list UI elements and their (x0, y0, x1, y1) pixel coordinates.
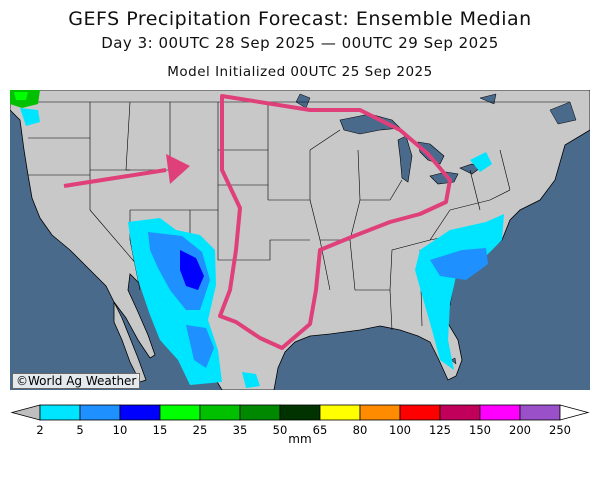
arrow-head-icon (166, 154, 190, 184)
legend-tick-label: 250 (549, 423, 571, 437)
legend-tick-label: 200 (509, 423, 531, 437)
legend-swatch (199, 404, 241, 421)
legend-units: mm (288, 432, 312, 446)
precip-northwest (10, 90, 40, 126)
precipitation-map (10, 90, 590, 390)
model-init-time: Model Initialized 00UTC 25 Sep 2025 (167, 64, 433, 80)
precip-southeast (415, 152, 504, 370)
precip-southwest (128, 218, 260, 388)
legend-tick-label: 150 (469, 423, 491, 437)
color-legend: 2 5 10 15 25 35 50 65 80 100 125 150 200 250 (10, 404, 590, 437)
legend-tick-label: 35 (233, 423, 248, 437)
legend-swatch (119, 404, 161, 421)
legend-swatch (279, 404, 321, 421)
legend-swatch (519, 404, 561, 421)
legend-swatch (39, 404, 81, 421)
legend-swatch (479, 404, 521, 421)
legend-below-range (10, 404, 41, 421)
lake-okeechobee (450, 357, 457, 365)
great-lakes (339, 113, 481, 185)
legend-tick-label: 50 (273, 423, 288, 437)
map-title: GEFS Precipitation Forecast: Ensemble Me… (68, 8, 532, 30)
legend-swatch (79, 404, 121, 421)
legend-tick-label: 10 (113, 423, 128, 437)
legend-swatch (359, 404, 401, 421)
legend-swatch (239, 404, 281, 421)
legend-swatch (159, 404, 201, 421)
legend-swatch (399, 404, 441, 421)
legend-tick-label: 25 (193, 423, 208, 437)
legend-tick-label: 65 (313, 423, 328, 437)
forecast-period: Day 3: 00UTC 28 Sep 2025 — 00UTC 29 Sep … (101, 34, 499, 52)
legend-above-range (559, 404, 590, 421)
legend-swatch (439, 404, 481, 421)
map-credit: ©World Ag Weather (12, 373, 141, 389)
highlight-region (218, 94, 452, 350)
legend-tick-label: 100 (389, 423, 411, 437)
highlight-arrow (63, 168, 167, 188)
legend-swatch (319, 404, 361, 421)
legend-tick-label: 80 (353, 423, 368, 437)
legend-tick-label: 125 (429, 423, 451, 437)
legend-tick-label: 5 (76, 423, 83, 437)
baja-california (113, 301, 147, 383)
legend-tick-label: 15 (153, 423, 168, 437)
legend-tick-label: 2 (36, 423, 43, 437)
